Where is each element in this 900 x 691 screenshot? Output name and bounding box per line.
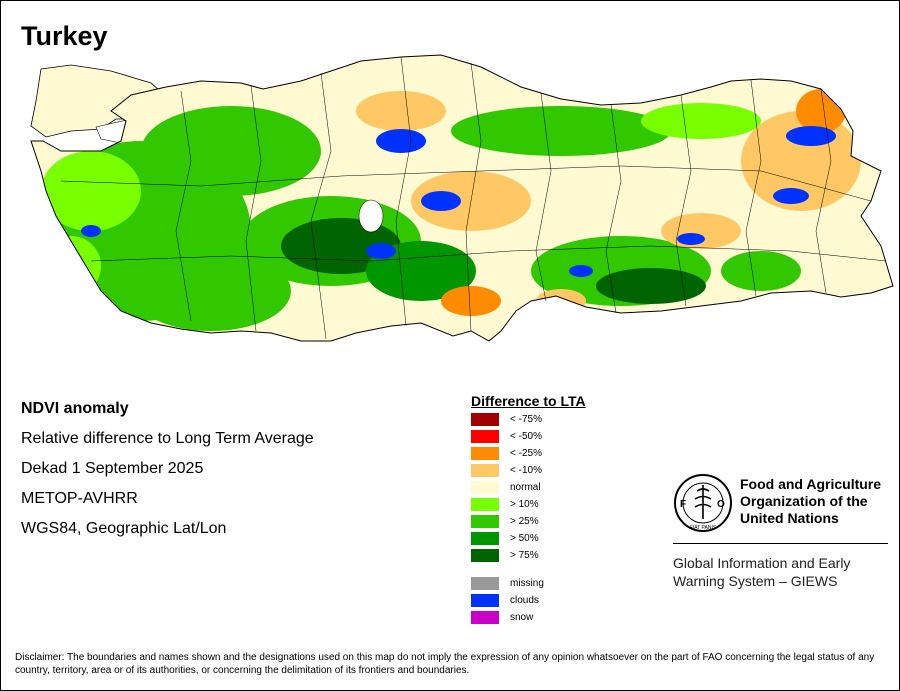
patch-clouds-northeast bbox=[677, 233, 705, 245]
legend-label: > 50% bbox=[510, 533, 539, 544]
legend-item: missing bbox=[471, 577, 544, 590]
legend-swatch bbox=[471, 594, 499, 607]
patch-blacksea-east bbox=[641, 103, 761, 139]
fao-name-line: United Nations bbox=[740, 510, 839, 526]
map-info: NDVI anomaly Relative difference to Long… bbox=[21, 399, 314, 549]
legend-swatch bbox=[471, 532, 499, 545]
legend-label: < -25% bbox=[510, 448, 542, 459]
legend-swatch bbox=[471, 447, 499, 460]
fao-logo-letter-o: O bbox=[717, 499, 725, 510]
legend-item: < -10% bbox=[471, 464, 542, 477]
legend-item: < -25% bbox=[471, 447, 542, 460]
disclaimer: Disclaimer: The boundaries and names sho… bbox=[15, 652, 875, 676]
patch-clouds-east bbox=[786, 126, 836, 146]
legend-label: < -10% bbox=[510, 465, 542, 476]
product-name: NDVI anomaly bbox=[21, 400, 129, 417]
patch-adana-dry bbox=[441, 286, 501, 316]
patch-clouds-south bbox=[569, 265, 593, 277]
patch-east-green bbox=[721, 251, 801, 291]
fao-name-line: Food and Agriculture bbox=[740, 476, 882, 492]
legend-item: < -75% bbox=[471, 413, 542, 426]
patch-clouds-west bbox=[81, 225, 101, 237]
patch-clouds-east2 bbox=[773, 188, 809, 204]
map-title: Turkey bbox=[21, 21, 108, 51]
legend-item: < -50% bbox=[471, 430, 542, 443]
legend-swatch bbox=[471, 413, 499, 426]
product-description: Relative difference to Long Term Average bbox=[21, 430, 314, 447]
patch-konya-green bbox=[366, 241, 476, 301]
patch-clouds-north2 bbox=[421, 191, 461, 211]
legend-label: > 10% bbox=[510, 499, 539, 510]
patch-blacksea-green bbox=[451, 106, 671, 156]
province-boundaries bbox=[60, 56, 887, 340]
legend-label: normal bbox=[510, 482, 541, 493]
legend-label: < -50% bbox=[510, 431, 542, 442]
legend-item: > 10% bbox=[471, 498, 539, 511]
giews-name: Global Information and Early Warning Sys… bbox=[673, 554, 850, 590]
patch-southeast-darkgreen bbox=[596, 268, 706, 304]
patch-west-lightgreen bbox=[41, 151, 141, 231]
legend-item: > 50% bbox=[471, 532, 539, 545]
legend-label: > 25% bbox=[510, 516, 539, 527]
ndvi-anomaly-patches bbox=[31, 89, 861, 331]
product-sensor: METOP-AVHRR bbox=[21, 490, 138, 507]
fao-logo-motto: FIAT PANIS bbox=[690, 525, 717, 531]
legend-label: < -75% bbox=[510, 414, 542, 425]
legend-item: snow bbox=[471, 611, 533, 624]
legend-item: normal bbox=[471, 481, 541, 494]
patch-coast-lightgreen bbox=[41, 236, 101, 296]
legend-label: > 75% bbox=[510, 550, 539, 561]
legend-item: clouds bbox=[471, 594, 539, 607]
fao-logo-letter-f: F bbox=[680, 499, 686, 510]
giews-line: Global Information and Early bbox=[673, 555, 851, 571]
legend-swatch bbox=[471, 498, 499, 511]
fao-name-line: Organization of the bbox=[740, 493, 868, 509]
product-date: Dekad 1 September 2025 bbox=[21, 460, 204, 477]
patch-clouds-north bbox=[376, 129, 426, 153]
patch-southwest-green bbox=[131, 251, 291, 331]
legend-title: Difference to LTA bbox=[471, 393, 586, 409]
legend-swatch bbox=[471, 611, 499, 624]
patch-north-dry bbox=[356, 91, 446, 131]
legend-label: snow bbox=[510, 612, 534, 623]
legend-swatch bbox=[471, 515, 499, 528]
salt-lake bbox=[358, 199, 384, 233]
fao-name: Food and Agriculture Organization of the… bbox=[740, 476, 881, 527]
legend: Difference to LTA < -75% < -50% < -25% <… bbox=[471, 393, 586, 624]
legend-swatch bbox=[471, 577, 499, 590]
patch-southeast-dry bbox=[536, 289, 586, 313]
legend-item: > 25% bbox=[471, 515, 539, 528]
patch-east-dry2 bbox=[796, 89, 846, 133]
legend-label: clouds bbox=[510, 595, 539, 606]
legend-swatch bbox=[471, 549, 499, 562]
patch-northwest-green bbox=[141, 106, 321, 196]
patch-east-dry3 bbox=[661, 213, 741, 249]
legend-swatch bbox=[471, 430, 499, 443]
fao-divider bbox=[673, 543, 888, 544]
legend-item: > 75% bbox=[471, 549, 539, 562]
giews-line: Warning System – GIEWS bbox=[673, 573, 838, 589]
patch-clouds-center bbox=[366, 243, 396, 259]
legend-swatch bbox=[471, 464, 499, 477]
legend-swatch bbox=[471, 481, 499, 494]
legend-label: missing bbox=[510, 578, 544, 589]
fao-logo: F O FIAT PANIS bbox=[674, 474, 732, 532]
product-projection: WGS84, Geographic Lat/Lon bbox=[21, 520, 227, 537]
